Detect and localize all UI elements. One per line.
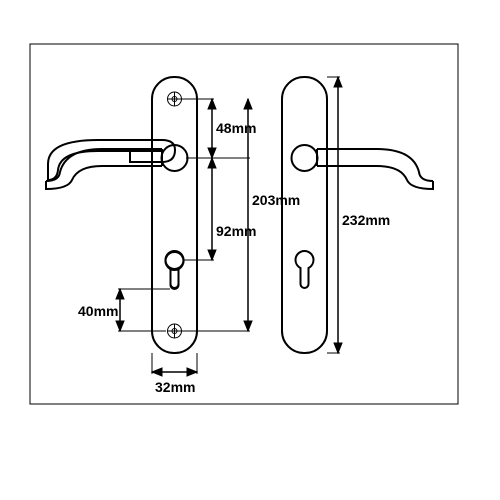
- label-48mm: 48mm: [216, 120, 256, 136]
- label-232mm: 232mm: [342, 212, 390, 228]
- label-203mm: 203mm: [252, 192, 300, 208]
- label-92mm: 92mm: [216, 223, 256, 239]
- euro-cylinder-icon: [165, 252, 183, 289]
- label-32mm: 32mm: [155, 379, 195, 395]
- dimension-labels: 48mm 203mm 92mm 232mm 40mm 32mm: [78, 120, 390, 395]
- bottom-screw-icon: [168, 324, 182, 338]
- label-40mm: 40mm: [78, 303, 118, 319]
- door-handle-technical-diagram: 48mm 203mm 92mm 232mm 40mm 32mm: [0, 0, 500, 500]
- top-screw-icon: [168, 92, 182, 106]
